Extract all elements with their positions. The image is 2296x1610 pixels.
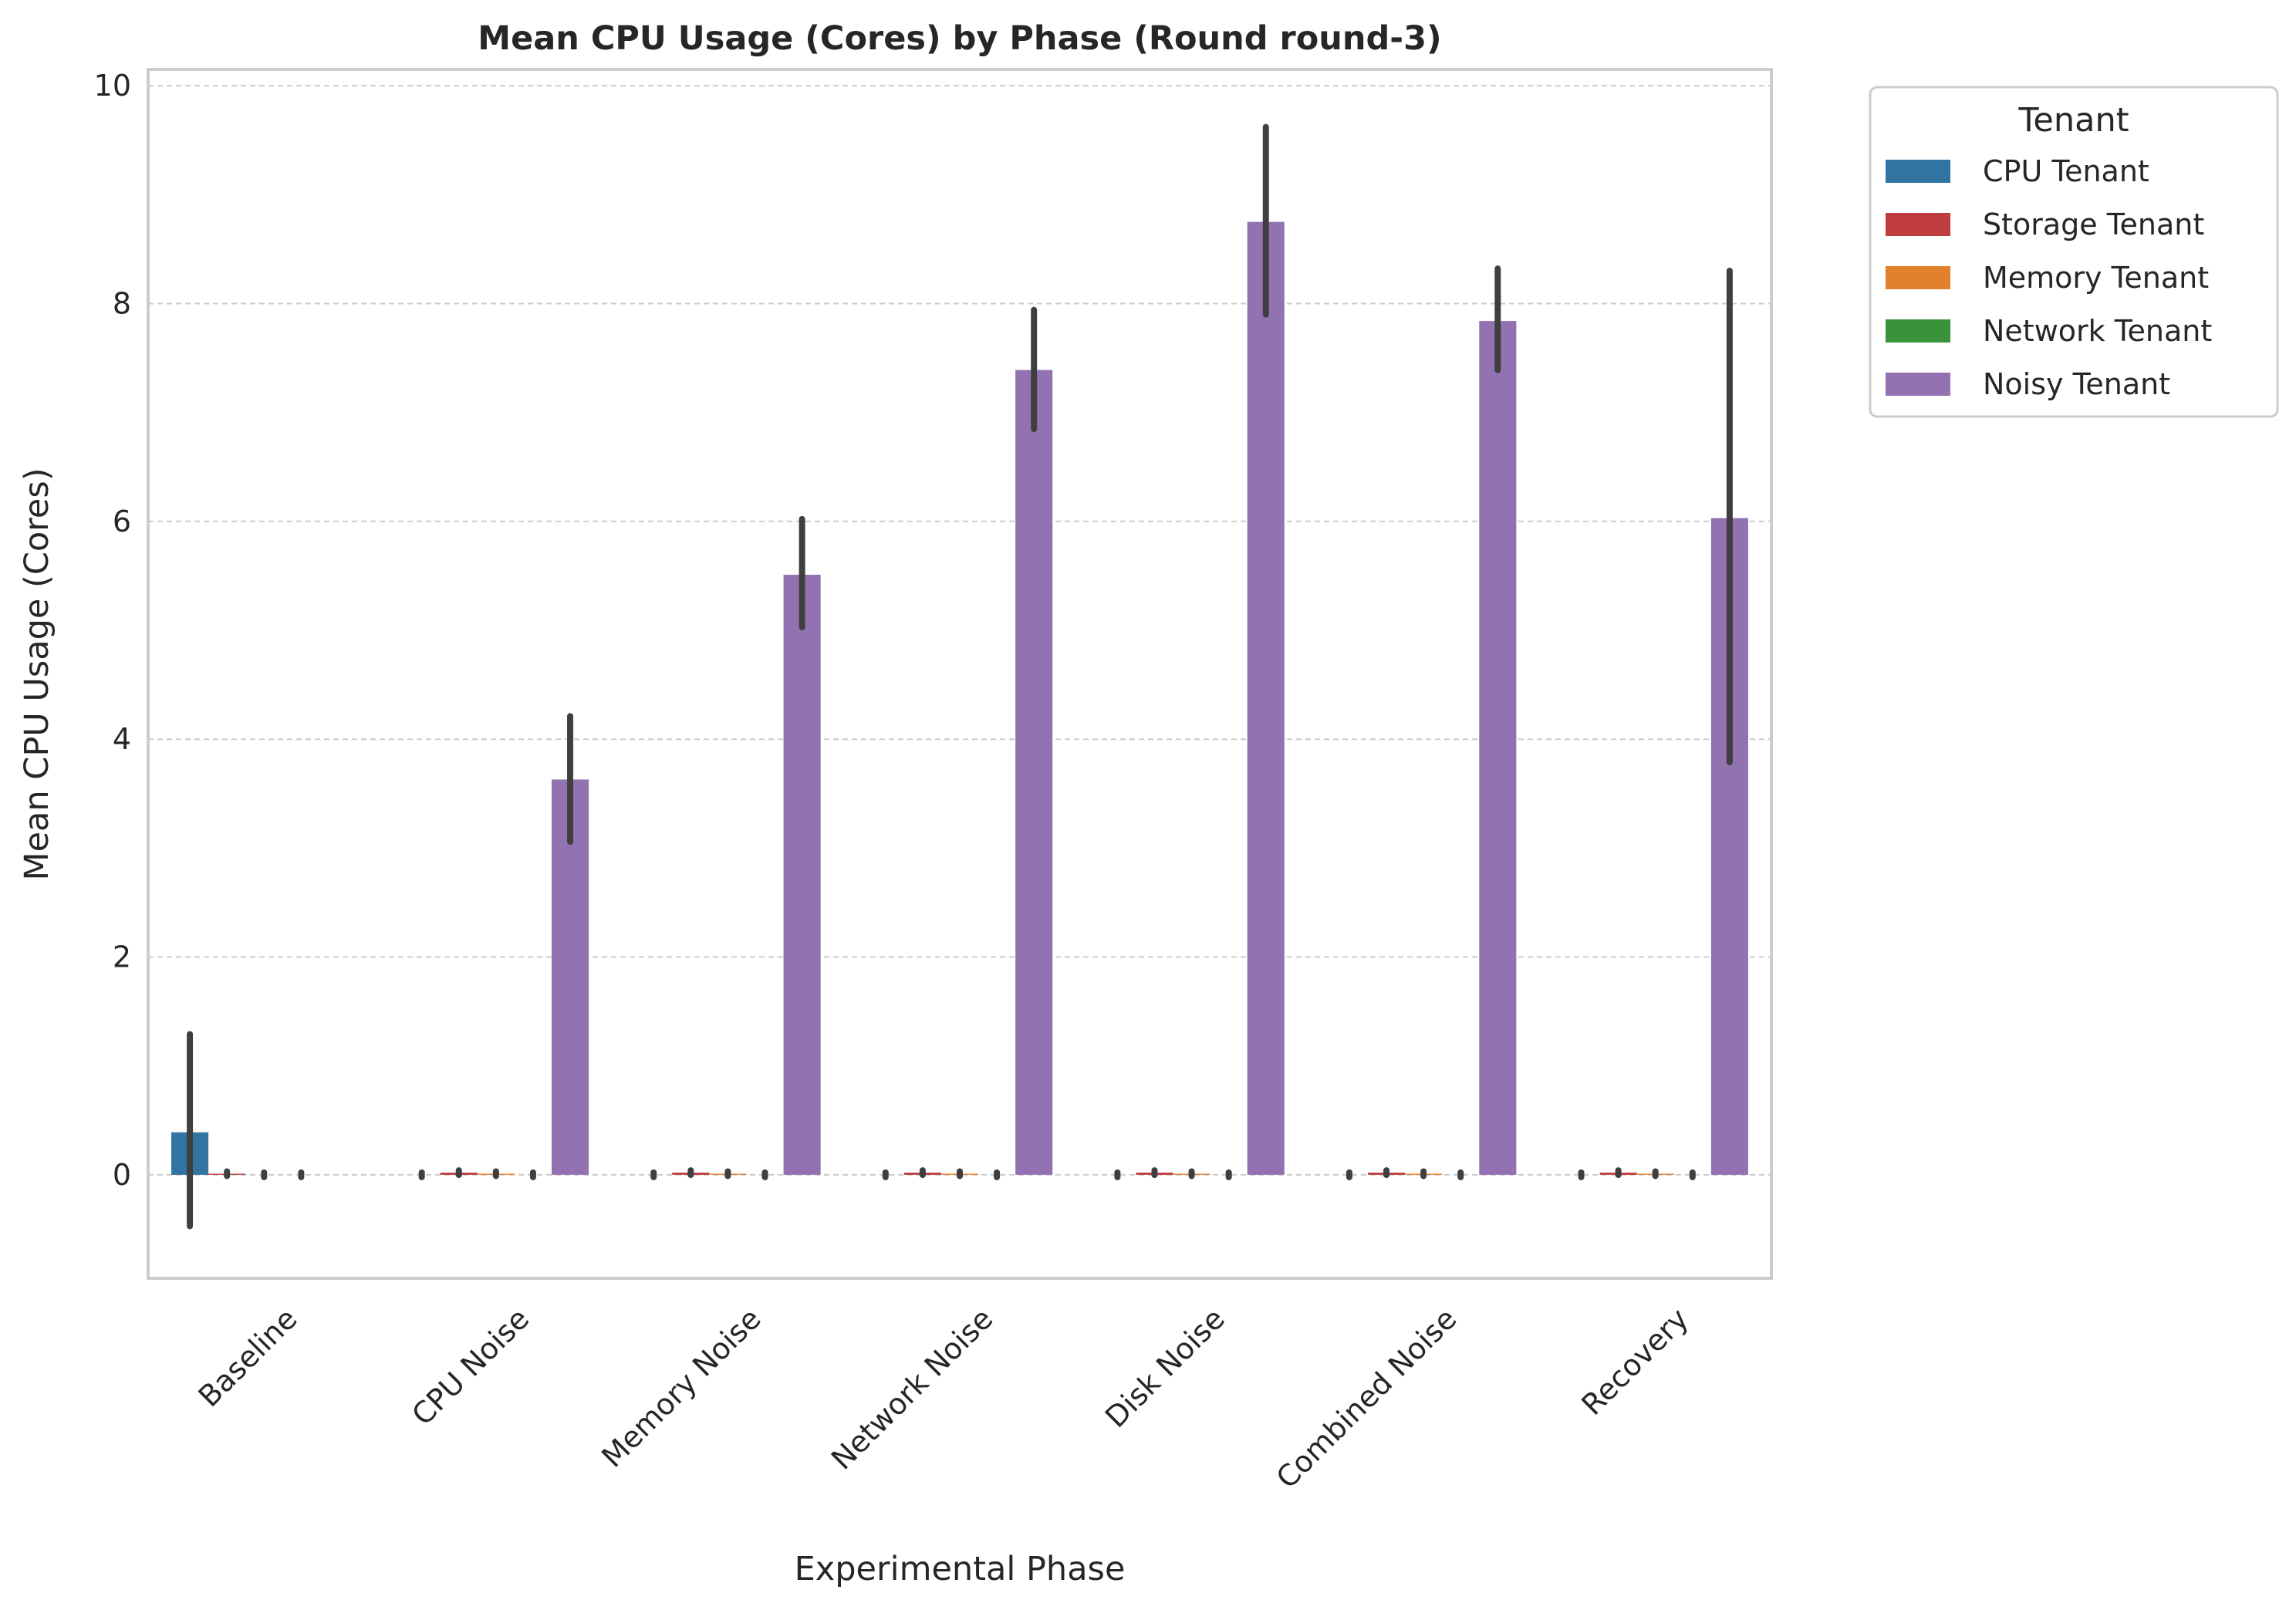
legend-label: Network Tenant xyxy=(1983,314,2212,348)
legend-swatch xyxy=(1886,319,1950,343)
legend-frame xyxy=(1869,86,2279,418)
y-tick-label: 0 xyxy=(113,1158,131,1192)
bar xyxy=(783,575,821,1175)
x-axis-label: Experimental Phase xyxy=(795,1550,1126,1588)
legend: Tenant CPU Tenant Storage Tenant Memory Te… xyxy=(1869,86,2279,418)
legend-label: Noisy Tenant xyxy=(1983,367,2170,401)
y-tick-label: 4 xyxy=(113,722,131,756)
y-tick-label: 6 xyxy=(113,505,131,538)
legend-label: Memory Tenant xyxy=(1983,261,2209,295)
bar xyxy=(551,779,589,1175)
legend-title: Tenant xyxy=(2017,101,2129,140)
y-axis-ticks: 0 2 4 6 8 10 xyxy=(94,69,131,1192)
legend-swatch xyxy=(1886,373,1950,396)
legend-label: CPU Tenant xyxy=(1983,154,2149,188)
y-tick-label: 10 xyxy=(94,69,131,103)
bar xyxy=(1015,370,1053,1175)
y-axis-label: Mean CPU Usage (Cores) xyxy=(18,467,56,880)
plot-frame xyxy=(147,68,1773,1280)
bar xyxy=(1479,321,1517,1175)
legend-swatch xyxy=(1886,160,1950,183)
legend-swatch xyxy=(1886,213,1950,236)
error-bars xyxy=(187,123,1733,1230)
legend-swatch xyxy=(1886,266,1950,289)
legend-label: Storage Tenant xyxy=(1983,208,2204,241)
y-tick-label: 2 xyxy=(113,940,131,974)
legend-items: CPU Tenant Storage Tenant Memory Tenant Net… xyxy=(1886,154,2212,401)
chart-title: Mean CPU Usage (Cores) by Phase (Round r… xyxy=(478,19,1441,58)
bars xyxy=(171,221,1748,1175)
bar xyxy=(1247,221,1285,1175)
y-tick-label: 8 xyxy=(113,287,131,321)
